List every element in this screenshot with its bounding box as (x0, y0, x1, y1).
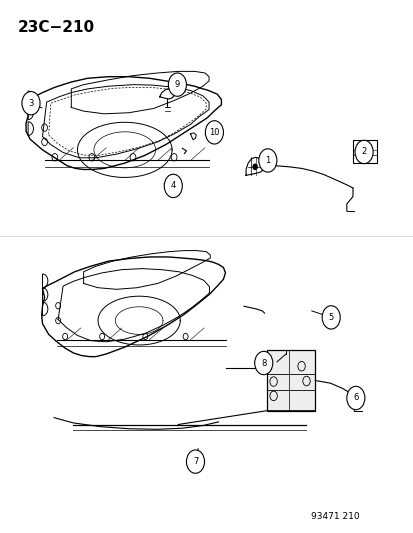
Circle shape (321, 306, 339, 329)
Circle shape (258, 149, 276, 172)
Circle shape (252, 164, 256, 169)
Circle shape (186, 450, 204, 473)
Text: 8: 8 (261, 359, 266, 367)
FancyBboxPatch shape (266, 350, 314, 411)
FancyBboxPatch shape (352, 140, 376, 163)
Text: 4: 4 (170, 181, 176, 190)
Text: 93471 210: 93471 210 (310, 512, 358, 521)
Text: 9: 9 (174, 80, 180, 89)
Text: 5: 5 (328, 313, 333, 322)
Text: 2: 2 (361, 148, 366, 157)
Circle shape (168, 73, 186, 96)
Text: 3: 3 (28, 99, 33, 108)
Text: 6: 6 (352, 393, 358, 402)
Circle shape (205, 120, 223, 144)
Circle shape (354, 140, 372, 164)
Text: 10: 10 (209, 128, 219, 137)
Circle shape (346, 386, 364, 410)
Circle shape (164, 174, 182, 198)
Circle shape (22, 92, 40, 115)
Text: 23C−210: 23C−210 (18, 20, 95, 35)
Text: 7: 7 (192, 457, 198, 466)
Text: 1: 1 (265, 156, 270, 165)
Circle shape (254, 351, 272, 375)
